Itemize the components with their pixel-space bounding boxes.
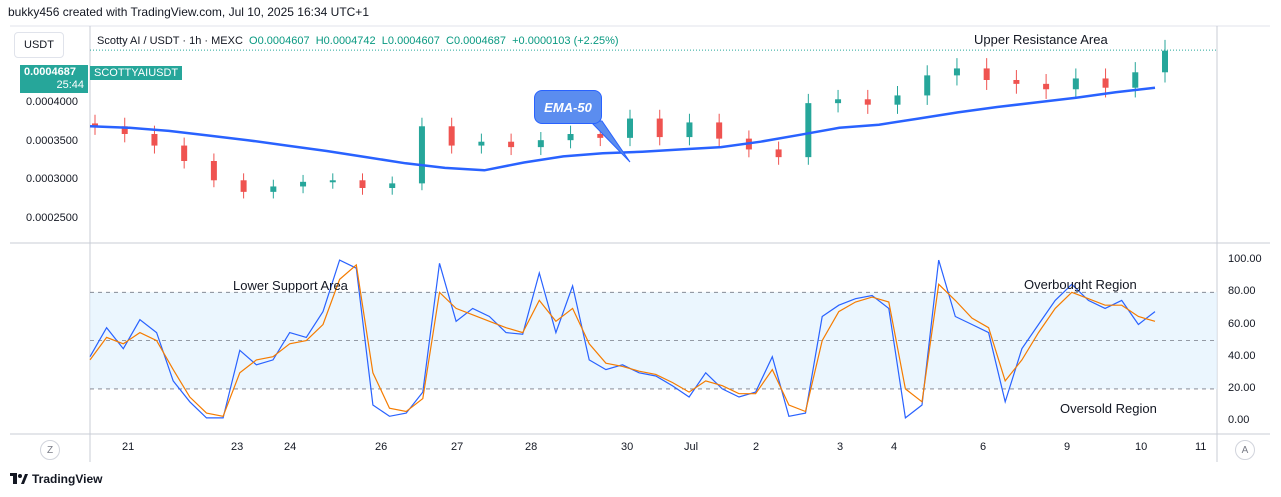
candle-body [359,180,366,188]
time-axis-tick: 2 [753,441,760,453]
candle-body [181,145,188,161]
time-axis-tick: 3 [837,441,844,453]
stoch-axis-tick: 40.00 [1228,349,1256,362]
candle-body [389,183,396,188]
ema-50-line [89,86,1156,172]
bar-countdown: 25:44 [56,79,84,91]
candle-body [686,122,693,138]
candle-body [270,186,277,192]
candle-body [1162,50,1168,73]
legend-high: H0.0004742 [315,35,376,47]
legend-symbol: Scotty AI / USDT · 1h · MEXC [97,35,243,47]
candle-body [597,134,604,138]
candle-body [864,99,871,105]
time-axis-tick: 11 [1195,441,1207,453]
time-axis-tick: 4 [891,441,898,453]
candle-body [151,134,158,146]
chart-header-text: bukky456 created with TradingView.com, J… [8,5,369,19]
time-axis-tick: 30 [621,441,634,453]
time-axis-tick: 27 [451,441,464,453]
zoom-button[interactable]: Z [40,440,60,460]
candle-body [953,68,960,76]
time-axis-tick: 23 [231,441,244,453]
stoch-k-line [89,259,1156,420]
oversold-label: Oversold Region [1060,401,1157,416]
symbol-legend: Scotty AI / USDT · 1h · MEXC O0.0004607 … [97,35,619,47]
currency-selector[interactable]: USDT [14,32,64,58]
last-price-value: 0.0004687 [24,66,76,78]
price-axis-tick: 0.0002500 [26,211,78,224]
price-axis-tick: 0.0004000 [26,96,78,109]
candle-body [1072,78,1079,90]
time-axis-tick: Jul [684,441,699,453]
candle-body [508,141,515,148]
candle-body [121,126,128,134]
candle-body [537,140,544,148]
tradingview-logo-icon [10,473,28,484]
candle-body [983,68,990,80]
candle-body [627,118,633,138]
candle-body [835,99,842,104]
candle-body [716,122,723,139]
time-axis-tick: 26 [375,441,388,453]
time-axis-tick: 21 [122,441,135,453]
legend-close: C0.0004687 [446,35,506,47]
candle-body [418,126,425,184]
price-axis-tick: 0.0003000 [26,173,78,186]
candle-body [775,149,782,158]
candle-body [210,161,217,181]
candle-body [1132,72,1139,88]
time-axis-tick: 6 [980,441,987,453]
overbought-label: Overbought Region [1024,277,1137,292]
time-axis-tick: 9 [1064,441,1071,453]
candle-body [448,126,455,146]
candle-body [1102,78,1109,88]
symbol-tag: SCOTTYAIUSDT [90,66,183,80]
candle-body [329,180,336,183]
stoch-axis-tick: 60.00 [1228,317,1256,330]
candle-body [805,103,812,158]
candle-body [567,134,574,141]
candle-body [924,75,931,96]
auto-scale-button[interactable]: A [1235,440,1255,460]
candle-body [240,180,247,192]
candle-body [300,181,307,187]
candle-body [656,118,663,138]
time-axis-tick: 10 [1135,441,1148,453]
legend-change: +0.0000103 (+2.25%) [512,35,619,47]
candle-body [894,95,901,105]
lower-support-label: Lower Support Area [233,278,348,293]
legend-low: L0.0004607 [381,35,440,47]
stoch-d-line [89,263,1156,417]
stoch-axis-tick: 0.00 [1228,414,1250,427]
stoch-axis-tick: 100.00 [1228,253,1262,266]
upper-resistance-label: Upper Resistance Area [974,32,1108,47]
candle-body [1043,83,1050,90]
ema-callout: EMA-50 [534,90,602,124]
time-axis-tick: 24 [284,441,297,453]
candle-body [478,141,485,146]
tradingview-brand: TradingView [32,472,103,486]
candle-body [92,123,98,127]
ema-callout-pointer [588,120,631,163]
legend-open: O0.0004607 [249,35,310,47]
time-axis-tick: 28 [525,441,538,453]
price-axis-tick: 0.0003500 [26,134,78,147]
last-price-tag: 0.0004687 25:44 [20,65,88,93]
candle-body [1013,80,1020,84]
tradingview-logo: TradingView [10,472,102,486]
stoch-axis-tick: 80.00 [1228,285,1256,298]
stoch-axis-tick: 20.00 [1228,381,1256,394]
